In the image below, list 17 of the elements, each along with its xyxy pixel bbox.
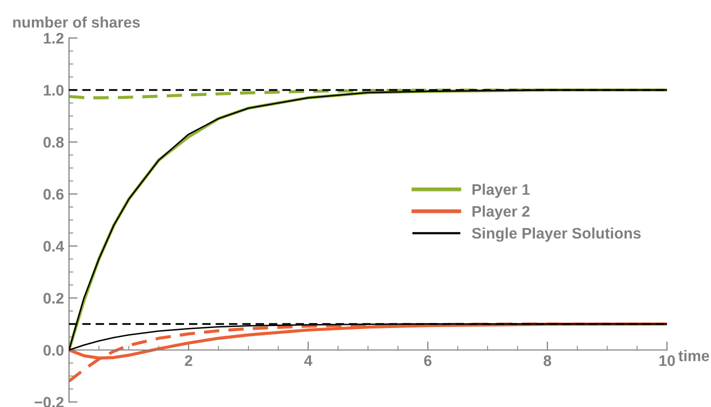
y-tick-label: 1.0 — [44, 84, 64, 96]
y-tick-label: 0.8 — [44, 136, 64, 148]
x-tick-label: 6 — [424, 355, 432, 366]
x-axis-title: time — [678, 350, 710, 362]
x-tick-label: 8 — [544, 355, 552, 366]
y-tick-label: 0.6 — [44, 188, 64, 200]
y-tick-label: 0.2 — [44, 292, 64, 304]
legend-label: Player 1 — [472, 184, 530, 198]
legend-label: Player 2 — [472, 206, 530, 220]
y-tick-label: 0.4 — [44, 240, 64, 252]
legend-label: Single Player Solutions — [472, 227, 641, 242]
x-tick-label: 10 — [659, 355, 675, 366]
y-axis-title: number of shares — [13, 16, 140, 28]
y-tick-label: 1.2 — [44, 32, 64, 44]
x-tick-label: 4 — [304, 355, 312, 366]
y-tick-label: 0.0 — [44, 344, 64, 356]
x-tick-label: 2 — [184, 355, 192, 366]
